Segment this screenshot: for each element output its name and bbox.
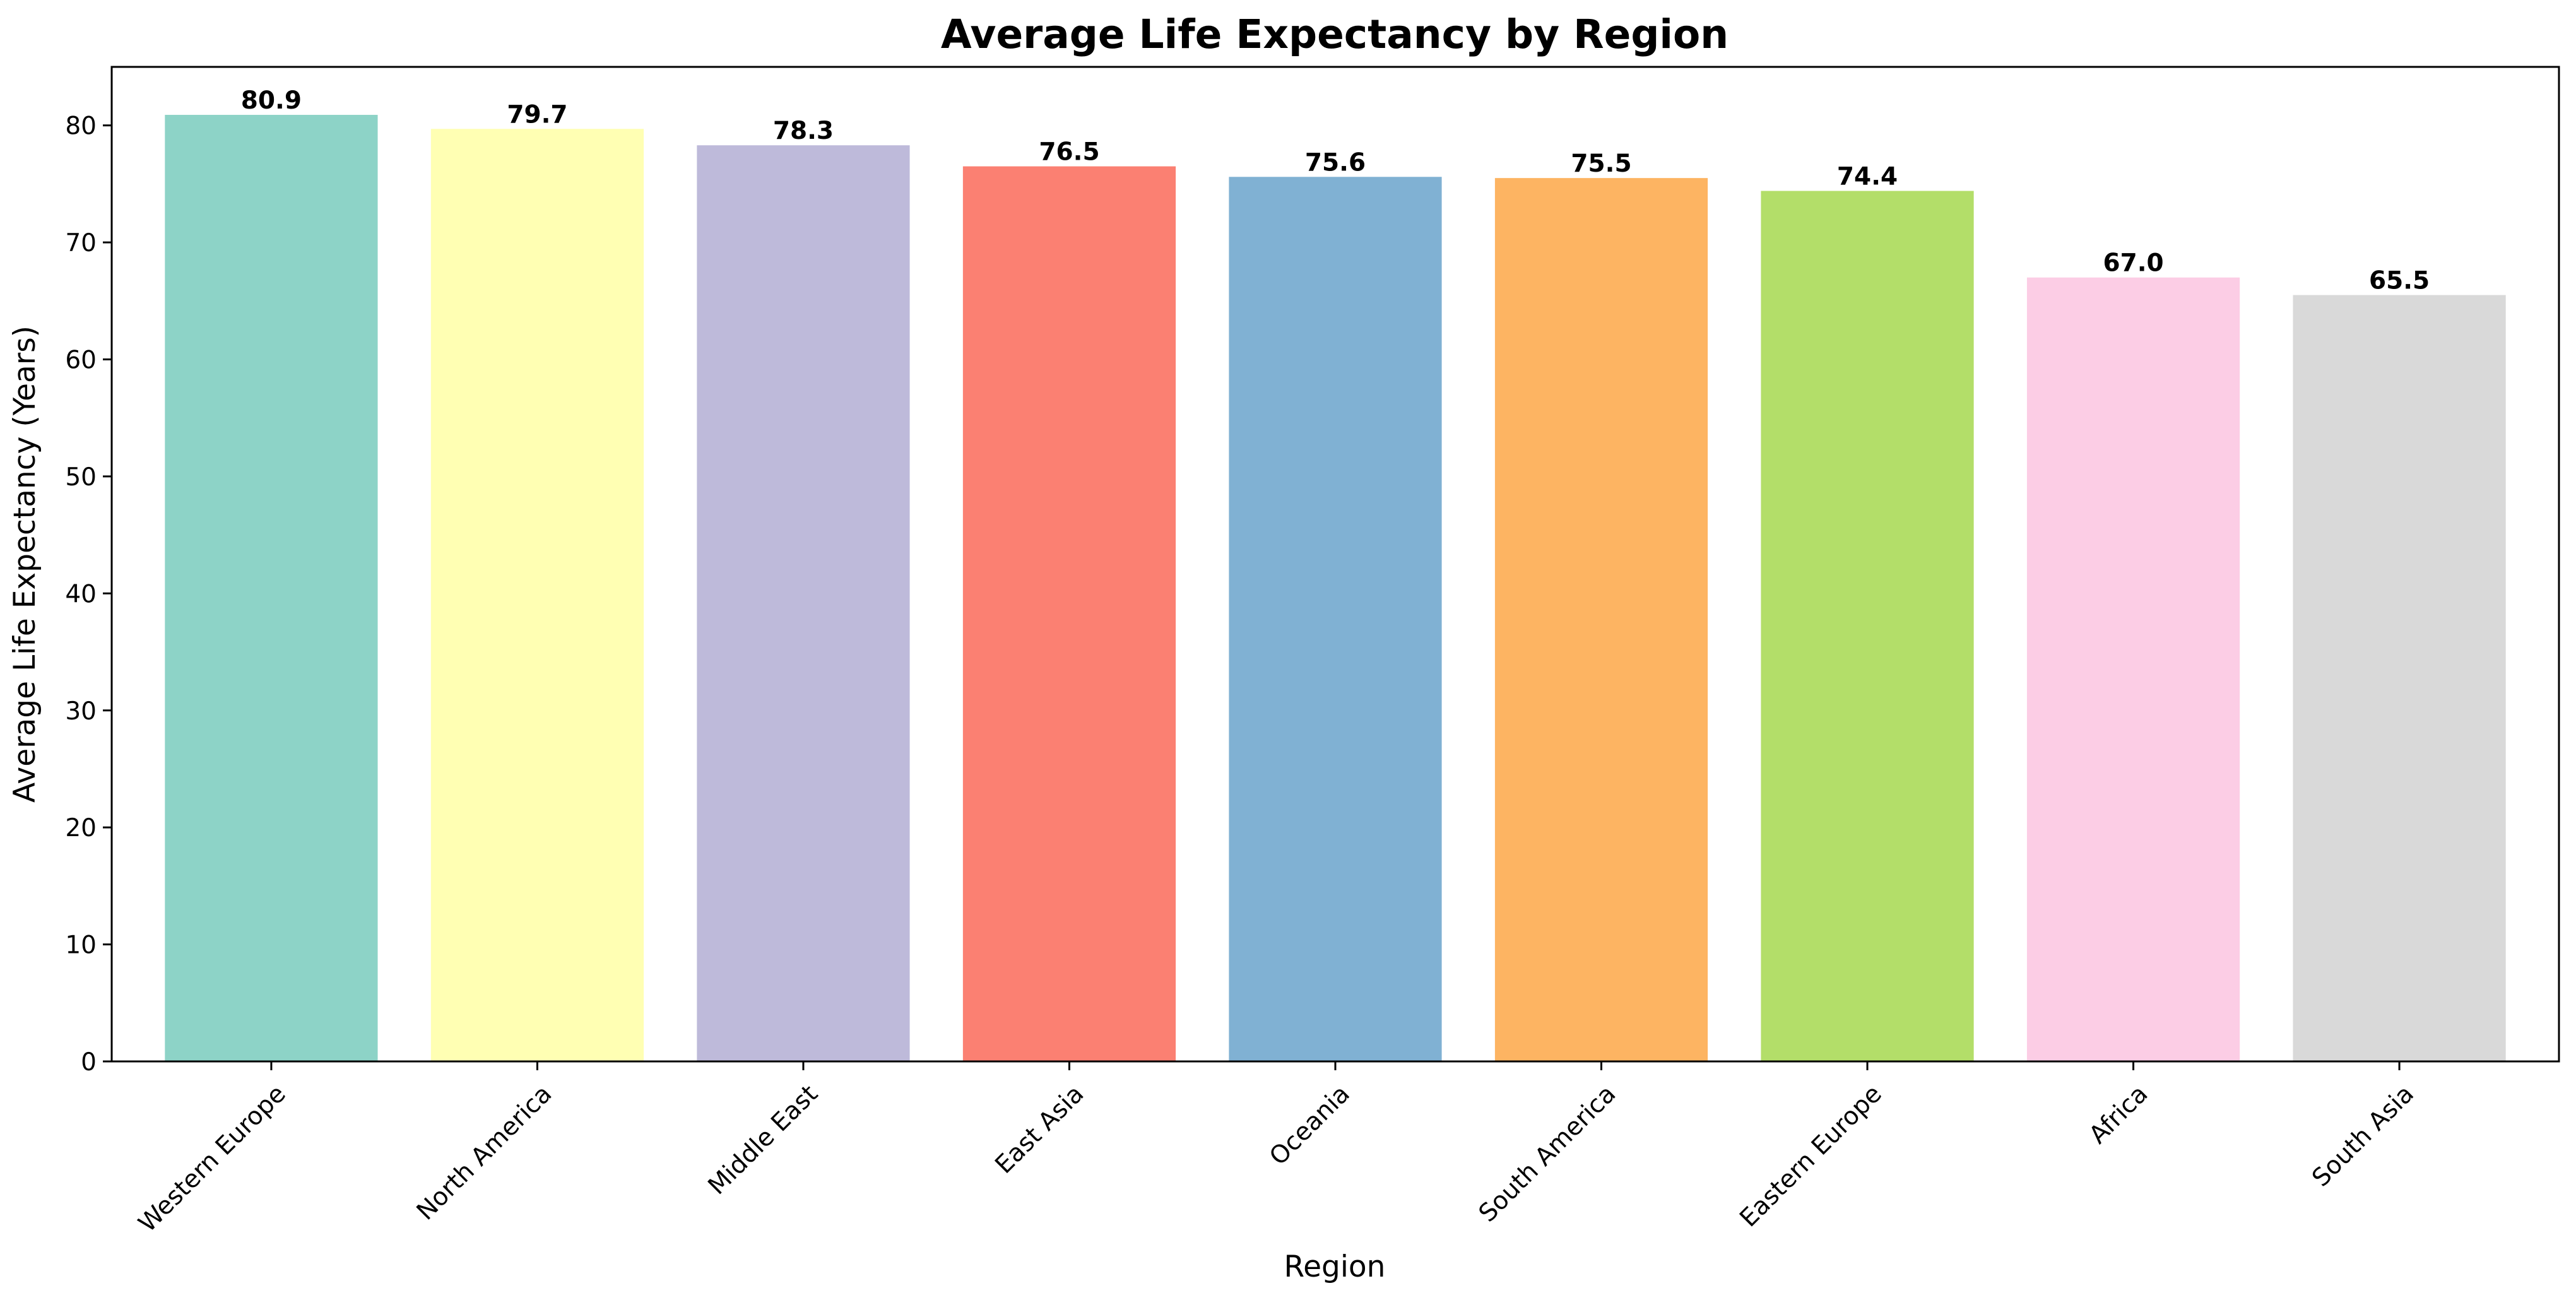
bar-value-label: 75.6	[1305, 148, 1366, 177]
bar-value-label: 65.5	[2369, 267, 2430, 295]
y-tick-label: 30	[65, 697, 97, 726]
y-tick-label: 10	[65, 931, 97, 960]
y-tick-label: 70	[65, 229, 97, 257]
bar-east-asia	[962, 166, 1176, 1062]
chart-title: Average Life Expectancy by Region	[941, 11, 1728, 57]
bar-south-asia	[2293, 295, 2506, 1061]
x-axis: Western Europe North America Middle East Ea…	[133, 1061, 2419, 1238]
x-tick-label: South Asia	[2307, 1080, 2419, 1193]
x-tick-label: Middle East	[703, 1080, 824, 1200]
bars-group	[165, 115, 2506, 1062]
y-axis: 0 10 20 30 40 50 60 70 80	[65, 112, 112, 1077]
y-tick-label: 40	[65, 580, 97, 608]
bar-value-label: 80.9	[241, 86, 302, 115]
y-tick-label: 20	[65, 814, 97, 842]
bar-western-europe	[165, 115, 378, 1062]
x-tick-label: North America	[411, 1080, 557, 1225]
bar-africa	[2026, 277, 2240, 1061]
y-tick-label: 0	[81, 1048, 97, 1077]
bar-oceania	[1229, 177, 1442, 1061]
x-tick-label: South America	[1474, 1080, 1621, 1227]
x-tick-label: Africa	[2084, 1080, 2153, 1149]
y-tick-label: 80	[65, 112, 97, 141]
y-axis-label: Average Life Expectancy (Years)	[8, 326, 42, 803]
bar-value-label: 78.3	[773, 117, 834, 145]
bar-north-america	[430, 129, 644, 1062]
bar-value-label: 74.4	[1837, 163, 1898, 191]
bar-value-label: 67.0	[2103, 249, 2163, 278]
bar-value-labels: 80.9 79.7 78.3 76.5 75.6 75.5 74.4 67.0 65.5	[241, 86, 2430, 295]
bar-value-label: 75.5	[1571, 150, 1631, 178]
bar-value-label: 76.5	[1039, 138, 1099, 167]
bar-eastern-europe	[1761, 191, 1974, 1061]
x-axis-label: Region	[1284, 1249, 1386, 1284]
y-tick-label: 60	[65, 346, 97, 375]
x-tick-label: Oceania	[1264, 1080, 1356, 1171]
bar-value-label: 79.7	[507, 100, 567, 129]
x-tick-label: Western Europe	[133, 1080, 292, 1238]
x-tick-label: Eastern Europe	[1735, 1080, 1888, 1232]
x-tick-label: East Asia	[990, 1080, 1089, 1179]
bar-middle-east	[697, 145, 910, 1062]
y-tick-label: 50	[65, 463, 97, 492]
bar-south-america	[1494, 178, 1708, 1062]
plot-frame	[110, 66, 2560, 1063]
